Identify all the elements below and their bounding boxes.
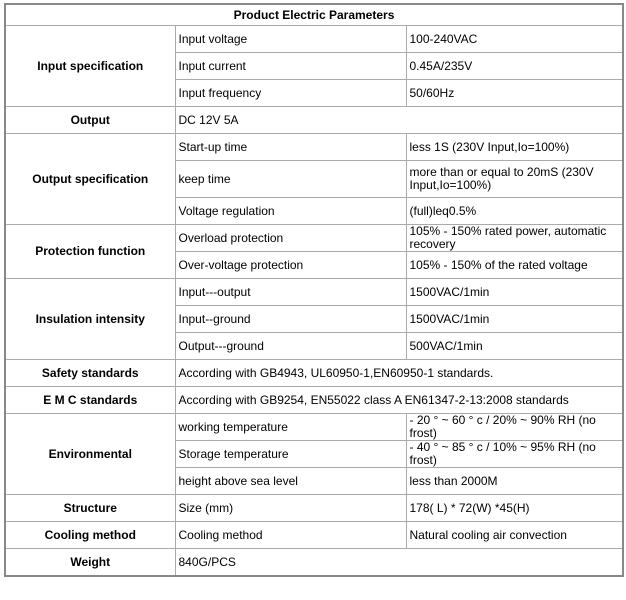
parameter-value: (full)leq0.5% [405, 197, 624, 225]
table-row: Product Electric Parameters [4, 3, 624, 26]
parameter-value: 100-240VAC [405, 25, 624, 53]
parameter-name: Over-voltage protection [174, 251, 407, 279]
table-title: Product Electric Parameters [4, 3, 624, 26]
table-row: Storage temperature - 40 ° ~ 85 ° c / 10%… [5, 440, 624, 468]
parameter-value: 1500VAC/1min [405, 305, 624, 333]
parameter-value: less than 2000M [405, 467, 624, 495]
group-label: Protection function [4, 224, 176, 279]
table-row: Output specification Start-up time less 1S… [4, 133, 624, 225]
parameter-value: 105% - 150% rated power, automatic recov… [405, 224, 624, 252]
group-label: Structure [4, 494, 176, 522]
parameter-value: - 40 ° ~ 85 ° c / 10% ~ 95% RH (no frost… [405, 440, 624, 468]
parameter-name: keep time [174, 160, 407, 198]
parameter-value: 105% - 150% of the rated voltage [405, 251, 624, 279]
table-row: Cooling method Cooling method Natural cool… [4, 521, 624, 549]
group-label: Cooling method [4, 521, 176, 549]
parameter-value: less 1S (230V Input,Io=100%) [405, 133, 624, 161]
parameter-value: more than or equal to 20mS (230V Input,I… [405, 160, 624, 198]
table-row: Insulation intensity Input---output 1500VA… [4, 278, 624, 360]
parameter-value: 50/60Hz [405, 79, 624, 107]
parameter-value: According with GB9254, EN55022 class A E… [174, 386, 624, 414]
parameter-name: Storage temperature [174, 440, 407, 468]
parameters-table: Product Electric Parameters Input specifi… [4, 3, 624, 577]
parameter-value: 178( L) * 72(W) *45(H) [405, 494, 624, 522]
parameter-value: 1500VAC/1min [405, 278, 624, 306]
table-row: Environmental working temperature - 20 ° ~… [4, 413, 624, 495]
table-wrapper: Product Electric Parameters Input specifi… [4, 3, 624, 577]
parameter-name: Overload protection [174, 224, 407, 252]
table-row: Output DC 12V 5A [4, 106, 624, 134]
group-label: E M C standards [4, 386, 176, 414]
parameter-value: DC 12V 5A [174, 106, 624, 134]
parameter-value: According with GB4943, UL60950-1,EN60950… [174, 359, 624, 387]
table-row: Input frequency 50/60Hz [5, 79, 624, 107]
parameter-name: Input--ground [174, 305, 407, 333]
parameter-value: 840G/PCS [174, 548, 624, 577]
parameter-name: Size (mm) [174, 494, 407, 522]
table-row: Safety standards According with GB4943, U… [4, 359, 624, 387]
parameter-name: Cooling method [174, 521, 407, 549]
parameter-name: Input voltage [174, 25, 407, 53]
table-row: Structure Size (mm) 178( L) * 72(W) *45(H) [4, 494, 624, 522]
parameter-name: Input frequency [174, 79, 407, 107]
table-row: Voltage regulation (full)leq0.5% [5, 197, 624, 225]
group-label: Input specification [4, 25, 176, 107]
parameter-name: working temperature [174, 413, 407, 441]
table-row: Protection function Overload protection 10… [4, 224, 624, 279]
parameter-name: Input current [174, 52, 407, 80]
group-label: Weight [4, 548, 176, 577]
table-row: height above sea level less than 2000M [5, 467, 624, 495]
parameter-value: 0.45A/235V [405, 52, 624, 80]
parameter-value: - 20 ° ~ 60 ° c / 20% ~ 90% RH (no frost… [405, 413, 624, 441]
group-label: Output [4, 106, 176, 134]
table-row: Input--ground 1500VAC/1min [5, 305, 624, 333]
parameter-name: Start-up time [174, 133, 407, 161]
group-label: Environmental [4, 413, 176, 495]
group-label: Output specification [4, 133, 176, 225]
parameter-value: 500VAC/1min [405, 332, 624, 360]
table-row: E M C standards According with GB9254, EN… [4, 386, 624, 414]
table-row: keep time more than or equal to 20mS (230… [5, 160, 624, 198]
parameter-name: Output---ground [174, 332, 407, 360]
parameter-name: height above sea level [174, 467, 407, 495]
parameter-value: Natural cooling air convection [405, 521, 624, 549]
table-row: Input specification Input voltage 100-240V… [4, 25, 624, 107]
parameter-name: Voltage regulation [174, 197, 407, 225]
table-row: Input current 0.45A/235V [5, 52, 624, 80]
group-label: Insulation intensity [4, 278, 176, 360]
group-label: Safety standards [4, 359, 176, 387]
parameter-name: Input---output [174, 278, 407, 306]
table-row: Weight 840G/PCS [4, 548, 624, 577]
